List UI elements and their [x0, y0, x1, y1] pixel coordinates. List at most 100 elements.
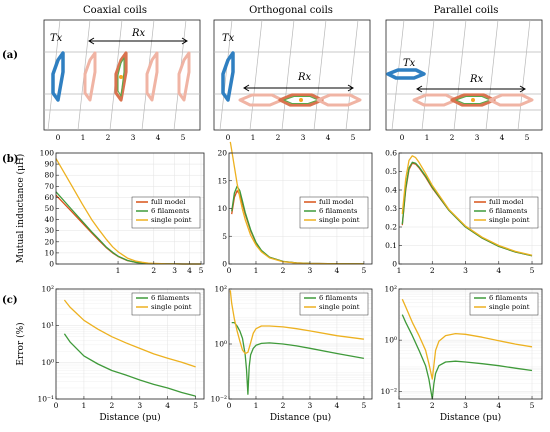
x-tick-label: 4: [335, 266, 340, 275]
x-tick-label: 4: [496, 401, 501, 410]
coil-panel-title: Orthogonal coils: [249, 5, 333, 16]
plot-frame: [398, 288, 543, 400]
y-tick-label: 20: [44, 237, 54, 246]
coil-tick: 5: [351, 133, 356, 142]
x-tick-label: 5: [193, 401, 198, 410]
x-tick-label: 1: [397, 401, 402, 410]
x-tick-label: 5: [530, 401, 535, 410]
chart-error-parallel: 1 2 3 4 5 10⁻² 10⁰ 10² Distance (pu) 6 filamentss…: [380, 285, 543, 423]
y-tick-label: 10⁰: [41, 358, 54, 367]
tx-label: Tx: [50, 33, 63, 44]
x-tick-label: 3: [137, 401, 142, 410]
rx-center-point: [471, 98, 475, 102]
x-tick-label: 1: [254, 266, 259, 275]
coil-tick: 1: [251, 133, 256, 142]
coil-panel-orthogonal: Orthogonal coils Tx Rx 0 1 2 3 4 5: [213, 5, 371, 142]
y-tick-label: 0.1: [385, 241, 397, 250]
chart-error-coaxial: 0 1 2 3 4 5 10⁻¹ 10⁰ 10¹ 10² Distance (pu) Error (%…: [15, 285, 205, 423]
legend-box: [299, 292, 369, 316]
y-tick-label: 60: [44, 193, 54, 202]
y-tick-label: 10²: [384, 285, 397, 294]
y-tick-label: 5: [222, 232, 227, 241]
y-tick-label: 10⁻¹: [37, 395, 54, 404]
y-tick-label: 80: [44, 171, 54, 180]
x-tick-label: 2: [281, 401, 286, 410]
panel-label-a: (a): [2, 50, 18, 61]
x-tick-label: 0: [227, 266, 232, 275]
x-axis-label: Distance (pu): [440, 412, 501, 423]
y-axis-label: Mutual inductance (μH): [15, 154, 26, 264]
panel-label-b: (b): [2, 154, 18, 165]
coil-tick: 0: [226, 133, 231, 142]
coil-panel-title: Parallel coils: [434, 5, 499, 16]
legend-label: 6 filaments: [151, 207, 190, 215]
coil-tick: 1: [425, 133, 430, 142]
series-line-single-point: [229, 141, 364, 265]
series-line-6-filaments: [401, 314, 533, 400]
legend-label: 6 filaments: [489, 294, 528, 302]
coil-tick: 4: [326, 133, 331, 142]
coil-tick: 4: [500, 133, 505, 142]
x-tick-label: 3: [308, 401, 313, 410]
tx-label: Tx: [222, 33, 235, 44]
x-tick-label: 5: [530, 266, 535, 275]
coil-tick: 3: [301, 133, 306, 142]
coil-tick: 5: [525, 133, 530, 142]
legend-label: single point: [319, 216, 360, 224]
y-tick-label: 10⁰: [214, 340, 227, 349]
series-line-6-filaments: [231, 321, 365, 395]
y-tick-label: 10²: [41, 285, 54, 294]
legend-label: 6 filaments: [319, 207, 358, 215]
legend-label: single point: [319, 303, 360, 311]
y-tick-label: 10⁻²: [210, 395, 227, 404]
legend-label: single point: [151, 303, 192, 311]
rx-coil: [177, 51, 191, 102]
coil-tick: 5: [181, 133, 186, 142]
y-tick-label: 0: [222, 260, 227, 269]
y-tick-label: 100: [40, 149, 55, 158]
x-tick-label: 3: [172, 266, 177, 275]
y-tick-label: 0.5: [385, 167, 397, 176]
x-tick-label: 2: [281, 266, 286, 275]
x-tick-label: 1: [116, 266, 121, 275]
x-tick-label: 2: [109, 401, 114, 410]
y-tick-label: 10¹: [41, 321, 54, 330]
rx-label: Rx: [297, 72, 312, 83]
rx-label: Rx: [131, 28, 146, 39]
rx-center-point: [119, 75, 123, 79]
y-tick-label: 0.2: [385, 223, 397, 232]
y-tick-label: 10: [44, 248, 54, 257]
coil-tick: 3: [131, 133, 136, 142]
plot-frame: [55, 288, 205, 400]
rx-coil-highlight: [450, 93, 496, 107]
y-tick-label: 10⁻²: [380, 387, 397, 396]
series-line-single-point: [401, 298, 533, 380]
x-tick-label: 2: [430, 266, 435, 275]
arrow-heads: [88, 37, 188, 45]
tx-coil: [386, 68, 426, 80]
x-tick-label: 3: [463, 401, 468, 410]
x-tick-label: 4: [496, 266, 501, 275]
series-line-6-filaments: [63, 333, 196, 397]
coil-tick: 0: [56, 133, 61, 142]
legend-label: 6 filaments: [319, 294, 358, 302]
rx-filaments: [117, 57, 125, 97]
legend-label: 6 filaments: [489, 207, 528, 215]
y-tick-label: 50: [44, 204, 54, 213]
rx-coil: [488, 93, 534, 107]
rx-label: Rx: [469, 74, 484, 85]
y-tick-label: 0.6: [385, 149, 397, 158]
x-tick-label: 4: [187, 266, 192, 275]
rx-coil: [83, 51, 97, 102]
coil-panel-frame: [43, 19, 201, 131]
y-tick-label: 10²: [214, 285, 227, 294]
y-tick-label: 90: [44, 160, 54, 169]
x-tick-label: 1: [82, 401, 87, 410]
legend-label: 6 filaments: [151, 294, 190, 302]
x-axis-label: Distance (pu): [270, 412, 331, 423]
